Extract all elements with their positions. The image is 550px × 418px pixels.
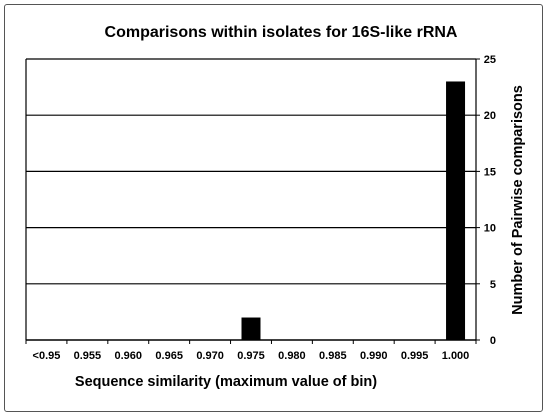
- chart-title: Comparisons within isolates for 16S-like…: [105, 24, 458, 41]
- x-tick-label-7: 0.985: [319, 350, 347, 362]
- y-tick-label-2: 10: [484, 223, 496, 235]
- y-tick-label-4: 20: [484, 110, 496, 122]
- x-tick-label-1: 0.955: [74, 350, 102, 362]
- gridlines: [26, 58, 476, 285]
- x-tick-label-8: 0.990: [360, 350, 388, 362]
- bar-10: [446, 81, 466, 340]
- x-tick-label-4: 0.970: [196, 350, 224, 362]
- x-tick-label-6: 0.980: [278, 350, 306, 362]
- x-tick-labels: <0.95 0.955 0.960 0.965 0.970 0.975 0.980 0.985…: [33, 350, 470, 362]
- x-tick-label-3: 0.965: [155, 350, 183, 362]
- bar-5: [241, 317, 261, 340]
- x-tick-label-5: 0.975: [237, 350, 265, 362]
- x-tick-label-0: <0.95: [33, 350, 61, 362]
- x-tick-label-2: 0.960: [115, 350, 143, 362]
- x-axis-label: Sequence similarity (maximum value of bi…: [75, 374, 377, 390]
- y-tick-label-0: 0: [490, 335, 496, 347]
- axes: [25, 58, 480, 344]
- y-tick-labels: 0 5 10 15 20 25: [484, 54, 496, 347]
- y-axis-label: Number of Pairwise comparisons: [510, 85, 526, 315]
- x-tick-label-10: 1.000: [442, 350, 470, 362]
- y-tick-label-3: 15: [484, 166, 496, 178]
- y-tick-label-1: 5: [490, 279, 496, 291]
- bars: [241, 81, 466, 340]
- x-tick-label-9: 0.995: [401, 350, 429, 362]
- chart-frame: [4, 4, 543, 412]
- y-tick-label-5: 25: [484, 54, 496, 66]
